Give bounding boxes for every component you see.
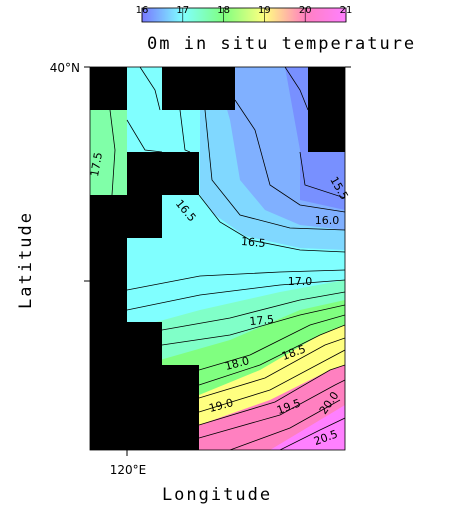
land-mass <box>90 67 127 110</box>
field <box>90 67 345 450</box>
contour-label: 16.5 <box>241 235 267 250</box>
contour-line <box>161 291 345 331</box>
contour-label: 17.0 <box>288 275 313 288</box>
contour-line <box>284 67 309 111</box>
colorbar-tick-label: 17 <box>176 5 189 16</box>
colorbar-tick-label: 20 <box>299 5 312 16</box>
field-fill <box>270 405 345 450</box>
x-tick-label: 120°E <box>110 463 147 477</box>
plot-frame <box>89 66 346 451</box>
contour-line <box>161 304 345 346</box>
land <box>90 67 345 450</box>
contour-line <box>139 67 161 111</box>
y-axis-label: Latitude <box>16 211 36 309</box>
contour-line <box>198 324 345 386</box>
colorbar-tick-label: 18 <box>217 5 230 16</box>
contour-line <box>198 314 345 371</box>
contour-line <box>126 279 345 311</box>
contour-line <box>299 151 345 199</box>
contour-line <box>198 349 345 413</box>
contour-line <box>204 109 345 231</box>
contour-lines <box>109 67 345 450</box>
colorbar-tick-label: 19 <box>258 5 271 16</box>
contour-line <box>109 109 116 196</box>
field-fill <box>90 110 127 200</box>
land-mass <box>162 67 235 110</box>
contour-line <box>229 399 341 450</box>
contour-line <box>279 417 345 450</box>
contour-line <box>234 99 345 213</box>
colorbar <box>141 7 347 23</box>
colorbar-tick-label: 21 <box>340 5 353 16</box>
contour-label: 16.0 <box>315 214 340 227</box>
contour-line <box>126 269 345 291</box>
colorbar-tick-label: 16 <box>136 5 149 16</box>
contour-label: 17.5 <box>88 151 105 177</box>
contour-line <box>198 379 345 439</box>
contour-label: 19.0 <box>208 396 235 415</box>
contour-line <box>198 337 345 399</box>
contour-line <box>198 194 345 253</box>
contour-line <box>198 364 345 426</box>
contour-line <box>179 109 191 153</box>
chart-title: 0m in situ temperature <box>147 34 416 54</box>
contour-line <box>126 119 163 153</box>
land-mass <box>308 67 345 152</box>
land-mass <box>90 152 199 450</box>
contour-label: 18.0 <box>224 354 251 373</box>
x-axis-label: Longitude <box>162 485 272 505</box>
y-tick-label: 40°N <box>50 61 80 75</box>
contour-label: 17.5 <box>249 313 275 328</box>
